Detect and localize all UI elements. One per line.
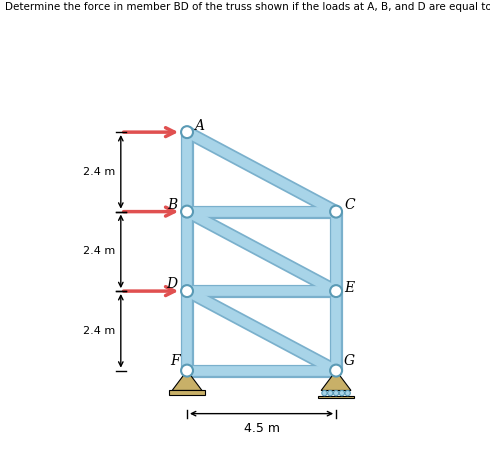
Circle shape: [328, 390, 333, 396]
Bar: [318, 396, 354, 399]
Circle shape: [181, 365, 193, 376]
Text: E: E: [344, 281, 354, 295]
Polygon shape: [321, 370, 351, 390]
Circle shape: [333, 390, 339, 396]
Circle shape: [181, 285, 193, 297]
Text: F: F: [171, 354, 180, 368]
Bar: [169, 390, 205, 395]
Text: 2.4 m: 2.4 m: [83, 247, 116, 257]
Circle shape: [181, 126, 193, 138]
Circle shape: [339, 390, 344, 396]
Circle shape: [181, 206, 193, 217]
Text: B: B: [167, 198, 177, 212]
Text: C: C: [344, 198, 355, 212]
Text: Determine the force in member BD of the truss shown if the loads at A, B, and D : Determine the force in member BD of the …: [5, 2, 490, 12]
Circle shape: [345, 390, 350, 396]
Circle shape: [330, 365, 342, 376]
Text: 2.4 m: 2.4 m: [83, 326, 116, 336]
Circle shape: [330, 206, 342, 217]
Text: A: A: [194, 118, 204, 133]
Circle shape: [322, 390, 327, 396]
Text: 4.5 m: 4.5 m: [244, 422, 280, 435]
Text: G: G: [344, 354, 355, 368]
Polygon shape: [172, 370, 202, 390]
Circle shape: [330, 285, 342, 297]
Text: 2.4 m: 2.4 m: [83, 167, 116, 177]
Text: D: D: [167, 277, 178, 291]
